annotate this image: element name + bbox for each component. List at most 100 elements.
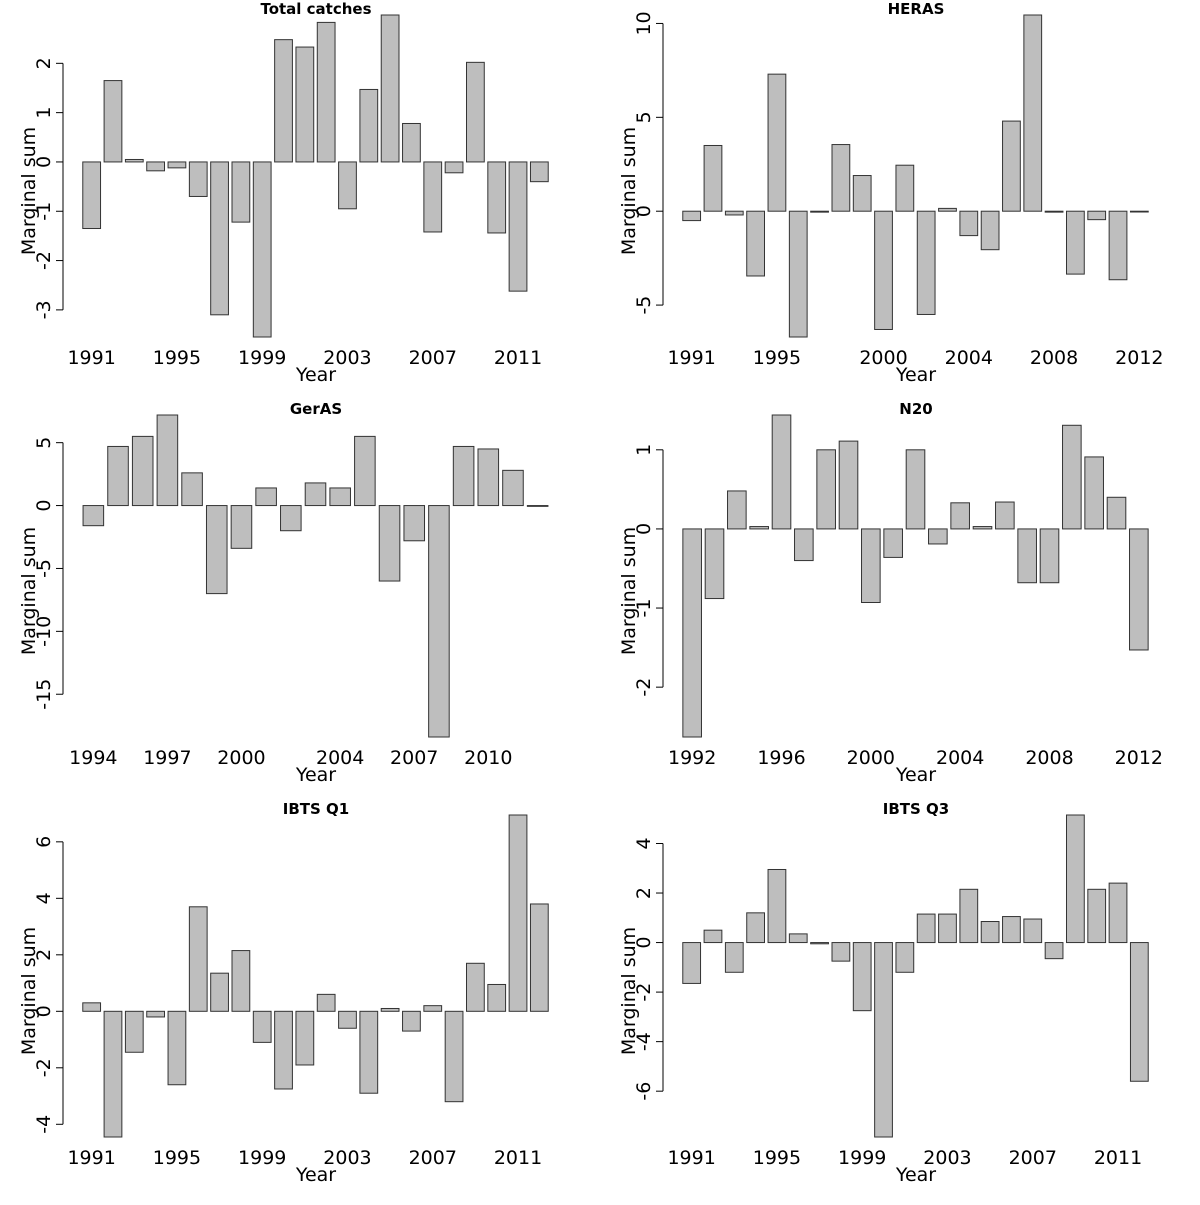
bar <box>746 912 765 944</box>
bar <box>950 502 970 530</box>
bar <box>1039 528 1060 584</box>
bar <box>852 175 872 212</box>
x-tick-label: 2007 <box>1009 1147 1057 1169</box>
bar <box>403 505 426 542</box>
bar <box>831 144 851 212</box>
bar <box>1106 496 1127 530</box>
bar <box>502 469 524 507</box>
x-tick-label: 2008 <box>1030 347 1078 369</box>
bar <box>124 158 144 163</box>
bar <box>274 39 293 163</box>
bar <box>359 88 379 163</box>
bar <box>1108 210 1128 281</box>
bar <box>1108 882 1128 944</box>
bar <box>452 445 475 507</box>
bar <box>423 161 443 233</box>
x-tick-label: 1994 <box>69 747 117 769</box>
bar <box>508 814 528 1012</box>
x-tick-label: 2003 <box>323 1147 371 1169</box>
bar <box>477 448 500 507</box>
x-tick-label: 2007 <box>409 347 457 369</box>
x-tick-label: 2011 <box>494 1147 542 1169</box>
y-tick-label: 0 <box>633 937 655 949</box>
x-axis-label: Year <box>895 364 936 386</box>
bar <box>338 161 357 210</box>
bar <box>428 505 450 738</box>
x-tick-label: 2004 <box>936 747 984 769</box>
bar <box>487 161 507 234</box>
x-tick-label: 1999 <box>238 1147 286 1169</box>
bar <box>316 993 336 1012</box>
x-tick-label: 1991 <box>67 1147 115 1169</box>
bar <box>304 482 327 507</box>
y-axis-label: Marginal sum <box>18 927 40 1055</box>
y-tick-label: -1 <box>633 599 655 618</box>
bar <box>703 144 723 212</box>
chart-title: GerAS <box>290 400 342 418</box>
bar <box>682 528 702 738</box>
y-tick-label: -1 <box>33 202 55 221</box>
bar <box>767 73 787 212</box>
bar <box>188 906 208 1012</box>
bar <box>1129 528 1149 651</box>
bar <box>1023 14 1043 212</box>
y-axis-label: Marginal sum <box>18 527 40 655</box>
bar <box>749 526 769 530</box>
bar <box>487 983 507 1012</box>
bar <box>131 435 154 507</box>
bar <box>82 161 102 230</box>
bar <box>938 913 957 944</box>
x-tick-label: 1995 <box>153 347 201 369</box>
x-tick-label: 2007 <box>409 1147 457 1169</box>
y-axis-label: Marginal sum <box>18 127 40 255</box>
bar <box>1017 528 1037 584</box>
x-tick-label: 1991 <box>667 1147 715 1169</box>
bar <box>905 449 926 530</box>
bar <box>682 210 702 222</box>
y-tick-label: 0 <box>633 205 655 217</box>
y-tick-label: 0 <box>633 523 655 535</box>
bar <box>874 942 893 1138</box>
bar <box>466 962 485 1012</box>
bar <box>1129 210 1149 213</box>
bar <box>103 1010 123 1138</box>
bar <box>1062 424 1082 530</box>
bar <box>916 210 936 315</box>
y-tick-label: 4 <box>633 837 655 849</box>
bar <box>959 888 979 944</box>
bar <box>980 210 1000 251</box>
bar <box>329 487 351 507</box>
x-tick-label: 2004 <box>945 347 993 369</box>
bar <box>1002 120 1021 212</box>
y-tick-label: 2 <box>33 949 55 961</box>
bar <box>746 210 765 277</box>
chart-title: Total catches <box>260 0 371 18</box>
bar <box>444 161 464 174</box>
bar <box>831 942 851 962</box>
x-tick-label: 2000 <box>217 747 265 769</box>
bar <box>402 122 421 163</box>
x-tick-label: 2007 <box>390 747 438 769</box>
bar <box>380 1007 400 1012</box>
bar <box>852 942 872 1012</box>
bar <box>1087 210 1107 221</box>
bar <box>146 161 165 172</box>
x-tick-label: 2008 <box>1025 747 1073 769</box>
x-tick-label: 2012 <box>1115 747 1163 769</box>
bar <box>788 210 808 338</box>
bar <box>231 950 251 1012</box>
y-tick-label: 2 <box>633 887 655 899</box>
chart-title: HERAS <box>888 0 945 18</box>
y-tick-label: 1 <box>33 107 55 119</box>
bar <box>252 1010 272 1043</box>
bar <box>354 435 376 507</box>
x-tick-label: 2000 <box>847 747 895 769</box>
x-tick-label: 2004 <box>316 747 364 769</box>
bar <box>682 942 702 984</box>
bar <box>231 161 251 223</box>
x-tick-label: 2003 <box>323 347 371 369</box>
y-tick-label: -5 <box>33 559 55 578</box>
bar <box>466 61 485 163</box>
y-tick-label: -4 <box>633 1032 655 1051</box>
